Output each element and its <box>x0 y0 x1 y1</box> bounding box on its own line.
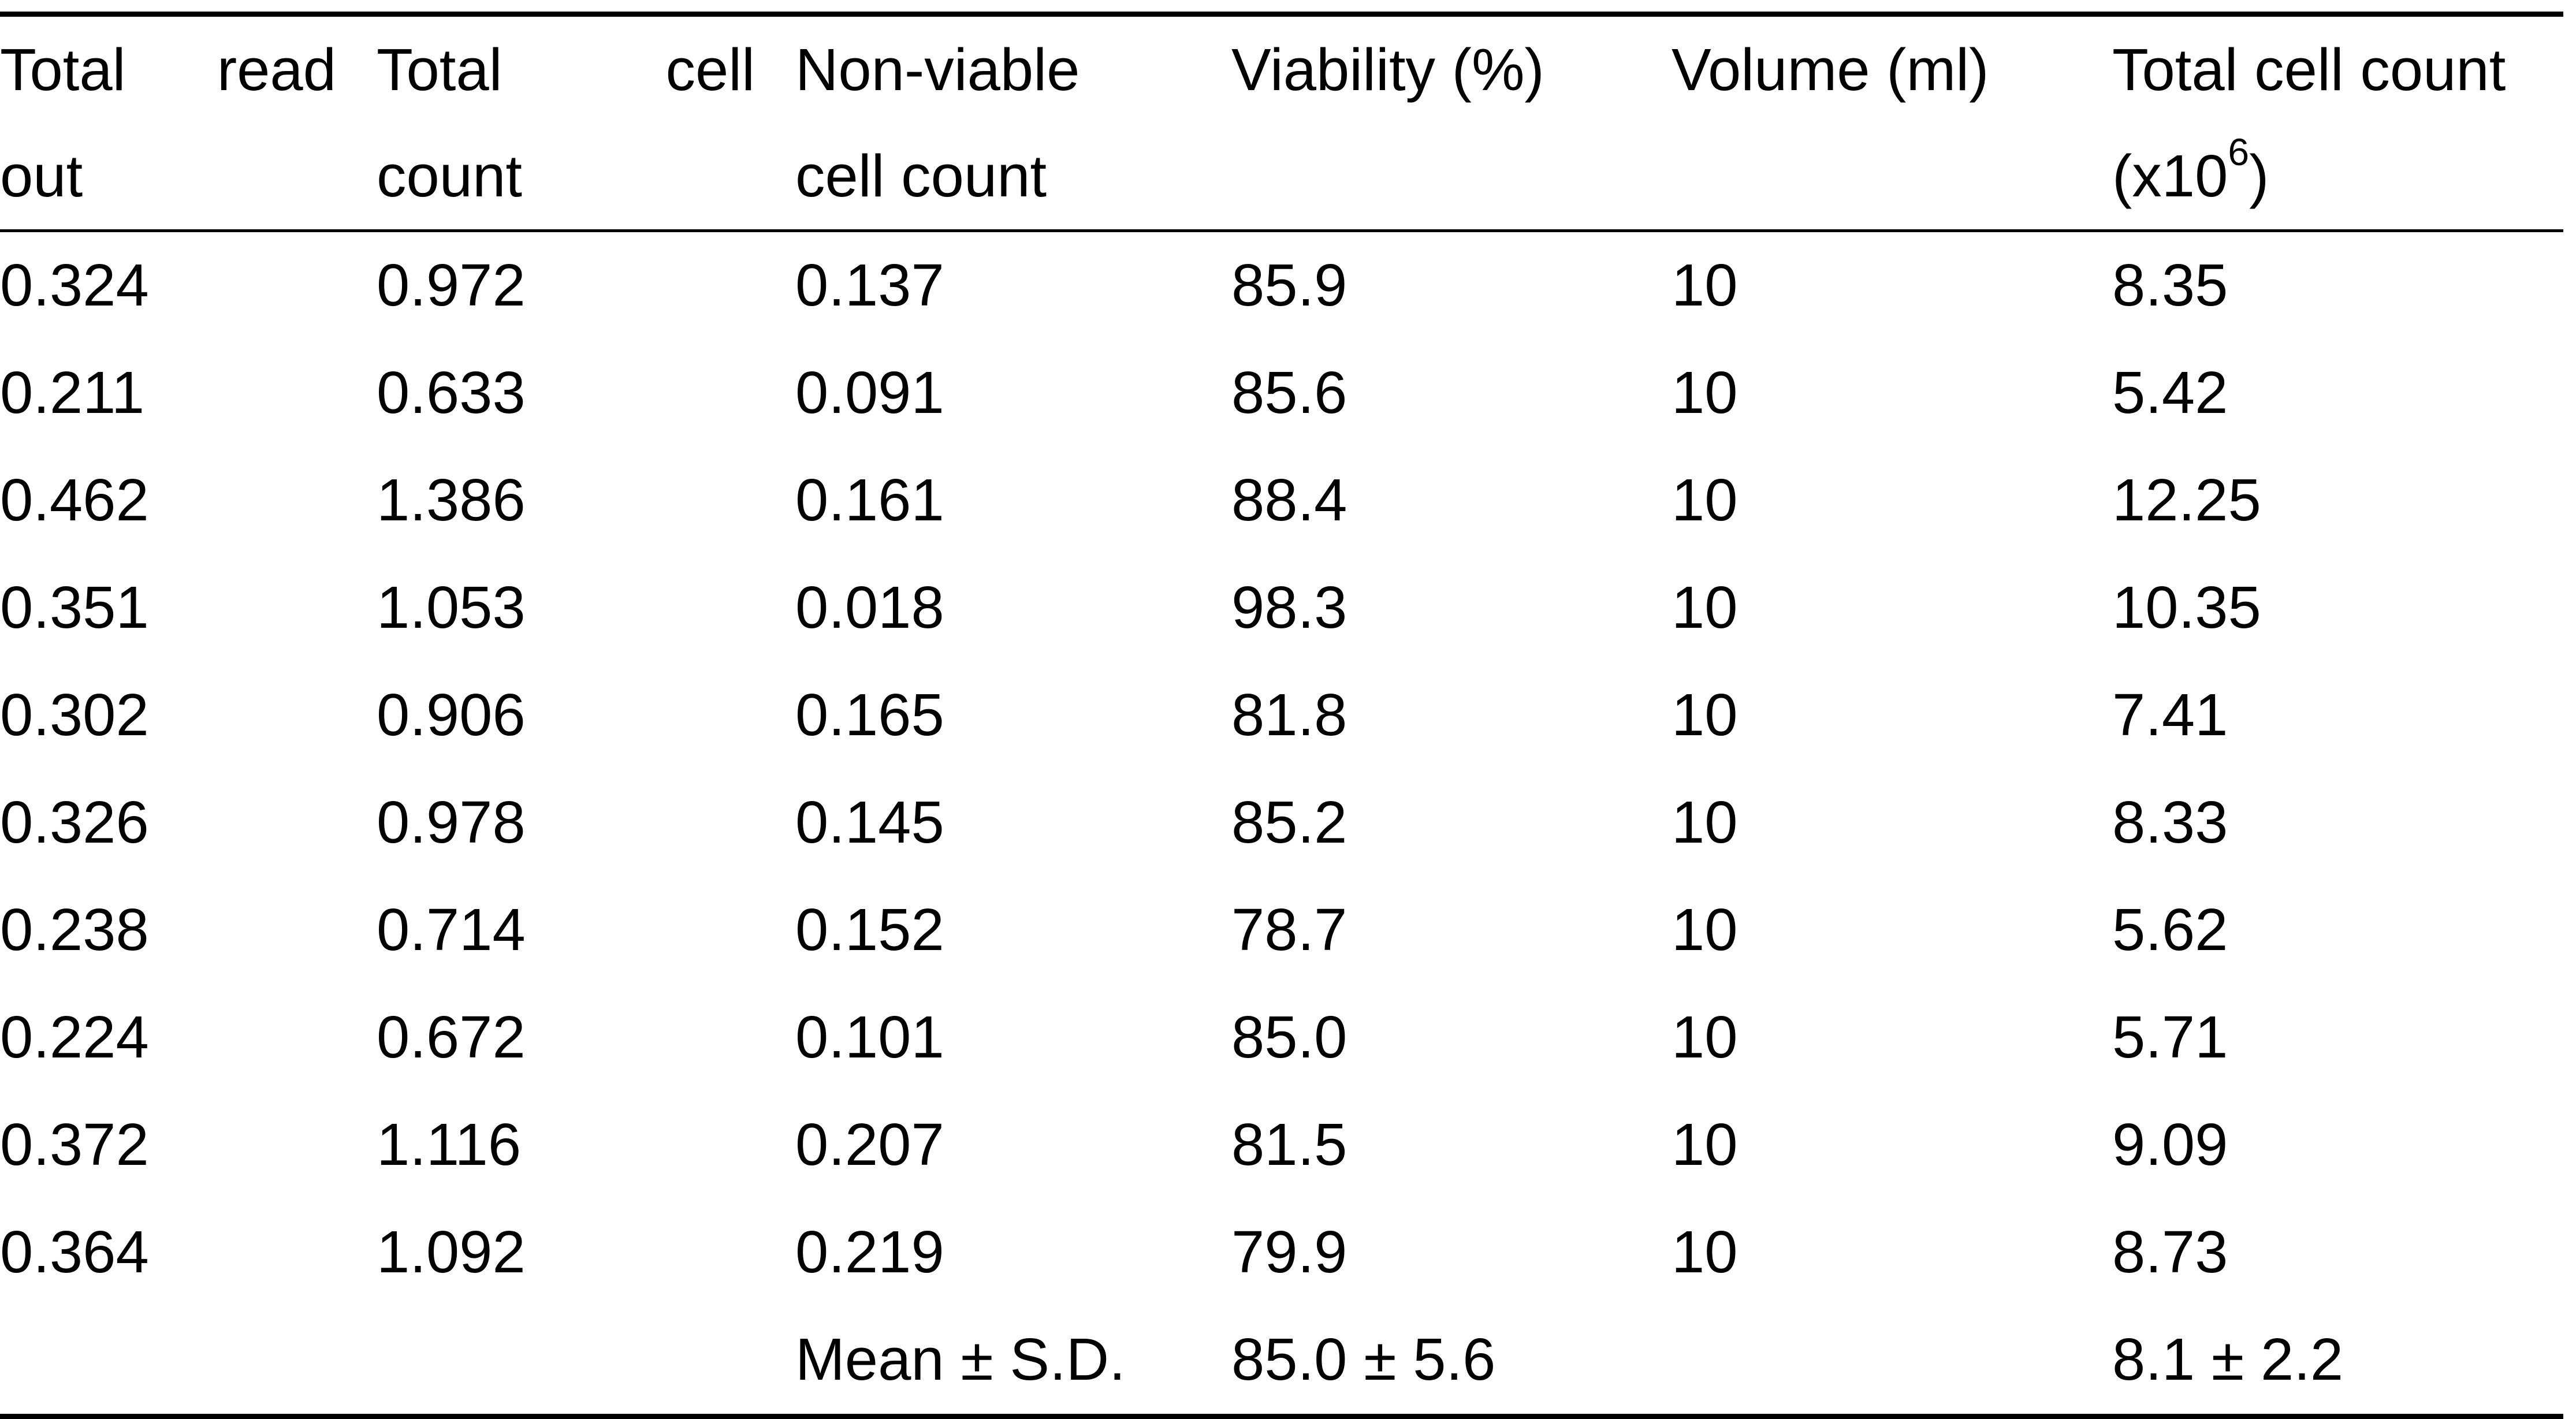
cell-total-cell-count: 0.906 <box>377 681 526 748</box>
cell-total-cell-count: 0.978 <box>377 789 526 855</box>
summary-cell-total-cell-count <box>377 1306 795 1417</box>
table-row: 0.372 1.116 0.207 81.5 10 9.09 <box>0 1092 2563 1199</box>
cell-total-read-out: 0.326 <box>0 789 149 855</box>
cell-total-cell-count: 1.053 <box>377 574 526 640</box>
table-row: 0.462 1.386 0.161 88.4 10 12.25 <box>0 447 2563 554</box>
table-row: 0.238 0.714 0.152 78.7 10 5.62 <box>0 877 2563 984</box>
cell-total-cell-count-x10-6: 5.42 <box>2112 359 2228 426</box>
header-total-cell-count-x10-6: Total cell count (x106) <box>2112 36 2506 209</box>
cell-viability: 88.4 <box>1231 467 1347 533</box>
table-row: 0.224 0.672 0.101 85.0 10 5.71 <box>0 984 2563 1092</box>
summary-cell-volume <box>1672 1306 2112 1417</box>
cell-total-read-out: 0.302 <box>0 681 149 748</box>
cell-total-cell-count-x10-6: 8.35 <box>2112 252 2228 318</box>
cell-volume: 10 <box>1672 681 1738 748</box>
cell-non-viable-cell-count: 0.219 <box>795 1219 944 1285</box>
cell-total-cell-count: 0.633 <box>377 359 526 426</box>
cell-non-viable-cell-count: 0.145 <box>795 789 944 855</box>
cell-total-cell-count-x10-6: 9.09 <box>2112 1111 2228 1178</box>
table-row: 0.211 0.633 0.091 85.6 10 5.42 <box>0 340 2563 447</box>
superscript-exponent: 6 <box>2228 131 2250 173</box>
summary-row: Mean ± S.D. 85.0 ± 5.6 8.1 ± 2.2 <box>0 1306 2563 1417</box>
cell-non-viable-cell-count: 0.101 <box>795 1004 944 1070</box>
header-volume: Volume (ml) <box>1672 36 1989 103</box>
cell-total-read-out: 0.372 <box>0 1111 149 1178</box>
cell-volume: 10 <box>1672 574 1738 640</box>
cell-non-viable-cell-count: 0.137 <box>795 252 944 318</box>
cell-total-read-out: 0.224 <box>0 1004 149 1070</box>
summary-cell-non-viable-cell-count: Mean ± S.D. <box>795 1326 1126 1392</box>
cell-volume: 10 <box>1672 1111 1738 1178</box>
cell-viability: 78.7 <box>1231 896 1347 963</box>
cell-non-viable-cell-count: 0.152 <box>795 896 944 963</box>
cell-total-cell-count: 1.116 <box>377 1111 522 1178</box>
cell-total-read-out: 0.211 <box>0 359 145 426</box>
header-row: Total read out Total cell count Non-viab… <box>0 14 2563 231</box>
cell-total-read-out: 0.351 <box>0 574 149 640</box>
table-body: 0.324 0.972 0.137 85.9 10 8.35 0.211 0.633 0.091… <box>0 231 2563 1417</box>
table-row: 0.326 0.978 0.145 85.2 10 8.33 <box>0 769 2563 877</box>
cell-total-read-out: 0.364 <box>0 1219 149 1285</box>
cell-total-cell-count: 1.092 <box>377 1219 526 1285</box>
cell-volume: 10 <box>1672 1219 1738 1285</box>
cell-count-table: Total read out Total cell count Non-viab… <box>0 12 2563 1419</box>
cell-total-cell-count-x10-6: 10.35 <box>2112 574 2261 640</box>
table-row: 0.302 0.906 0.165 81.8 10 7.41 <box>0 662 2563 769</box>
cell-total-read-out: 0.462 <box>0 467 149 533</box>
summary-cell-viability: 85.0 ± 5.6 <box>1231 1326 1496 1392</box>
summary-cell-total-cell-count-x10-6: 8.1 ± 2.2 <box>2112 1326 2344 1392</box>
cell-total-cell-count: 0.672 <box>377 1004 526 1070</box>
cell-viability: 79.9 <box>1231 1219 1347 1285</box>
cell-non-viable-cell-count: 0.091 <box>795 359 944 426</box>
table-header: Total read out Total cell count Non-viab… <box>0 14 2563 231</box>
header-non-viable-cell-count: Non-viable cell count <box>795 36 1080 209</box>
cell-total-cell-count-x10-6: 8.73 <box>2112 1219 2228 1285</box>
cell-volume: 10 <box>1672 789 1738 855</box>
cell-total-cell-count-x10-6: 8.33 <box>2112 789 2228 855</box>
cell-total-cell-count: 0.714 <box>377 896 526 963</box>
cell-non-viable-cell-count: 0.018 <box>795 574 944 640</box>
cell-total-cell-count: 0.972 <box>377 252 526 318</box>
table-row: 0.324 0.972 0.137 85.9 10 8.35 <box>0 231 2563 340</box>
table-row: 0.351 1.053 0.018 98.3 10 10.35 <box>0 554 2563 662</box>
cell-volume: 10 <box>1672 252 1738 318</box>
cell-viability: 85.0 <box>1231 1004 1347 1070</box>
header-total-read-out: Total read out <box>0 36 336 209</box>
cell-volume: 10 <box>1672 359 1738 426</box>
cell-total-cell-count-x10-6: 5.71 <box>2112 1004 2228 1070</box>
cell-total-cell-count: 1.386 <box>377 467 526 533</box>
cell-volume: 10 <box>1672 896 1738 963</box>
cell-viability: 98.3 <box>1231 574 1347 640</box>
cell-total-cell-count-x10-6: 7.41 <box>2112 681 2228 748</box>
header-total-cell-count: Total cell count <box>377 36 755 209</box>
cell-total-read-out: 0.238 <box>0 896 149 963</box>
cell-viability: 85.9 <box>1231 252 1347 318</box>
summary-cell-total-read-out <box>0 1306 377 1417</box>
cell-non-viable-cell-count: 0.165 <box>795 681 944 748</box>
cell-non-viable-cell-count: 0.161 <box>795 467 944 533</box>
cell-total-cell-count-x10-6: 5.62 <box>2112 896 2228 963</box>
cell-viability: 85.6 <box>1231 359 1347 426</box>
cell-viability: 85.2 <box>1231 789 1347 855</box>
cell-viability: 81.5 <box>1231 1111 1347 1178</box>
cell-total-cell-count-x10-6: 12.25 <box>2112 467 2261 533</box>
cell-volume: 10 <box>1672 467 1738 533</box>
cell-volume: 10 <box>1672 1004 1738 1070</box>
table-row: 0.364 1.092 0.219 79.9 10 8.73 <box>0 1199 2563 1306</box>
cell-non-viable-cell-count: 0.207 <box>795 1111 944 1178</box>
header-viability: Viability (%) <box>1231 36 1544 103</box>
cell-total-read-out: 0.324 <box>0 252 149 318</box>
cell-viability: 81.8 <box>1231 681 1347 748</box>
